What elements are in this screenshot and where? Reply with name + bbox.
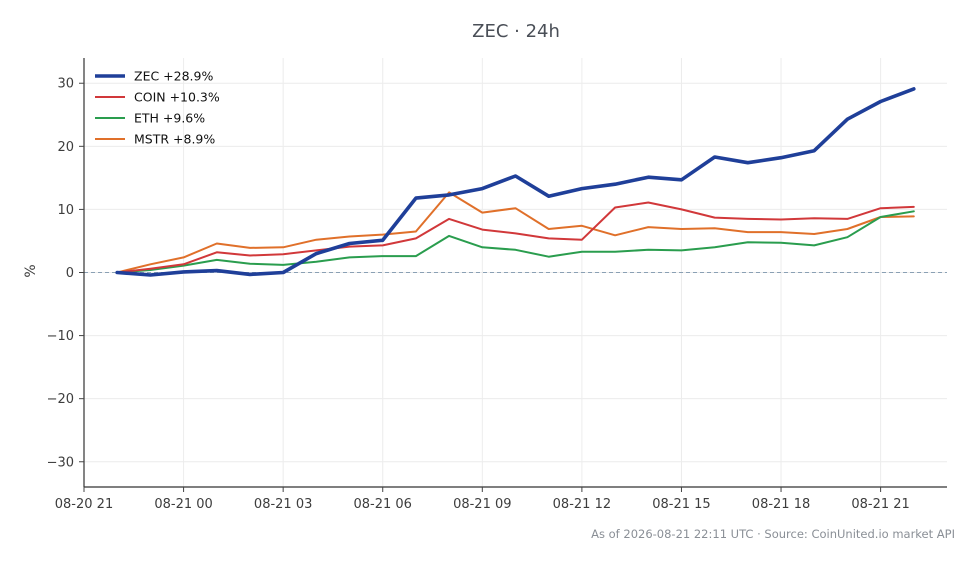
y-tick-label: 30 bbox=[57, 77, 74, 92]
legend-label: MSTR +8.9% bbox=[134, 132, 215, 147]
series-line bbox=[116, 191, 915, 274]
x-tick-label: 08-21 03 bbox=[254, 497, 312, 512]
x-tick-label: 08-21 00 bbox=[154, 497, 212, 512]
chart-title: ZEC · 24h bbox=[472, 21, 560, 42]
series-line bbox=[116, 201, 915, 274]
y-tick-label: −30 bbox=[47, 455, 74, 470]
y-tick-label: 10 bbox=[57, 203, 74, 218]
legend-label: ETH +9.6% bbox=[134, 111, 205, 126]
x-tick-label: 08-21 15 bbox=[652, 497, 710, 512]
y-axis-label: % bbox=[23, 264, 39, 277]
series-line bbox=[116, 210, 915, 274]
x-tick-label: 08-21 21 bbox=[851, 497, 909, 512]
x-axis-ticks: 08-20 21 08-21 00 08-21 03 08-21 06 08-21 09… bbox=[55, 487, 910, 512]
y-tick-label: 20 bbox=[57, 140, 74, 155]
x-tick-label: 08-21 12 bbox=[553, 497, 611, 512]
y-tick-label: 0 bbox=[66, 266, 74, 281]
y-axis-ticks: 30 20 10 0 −10 −20 −30 bbox=[47, 77, 84, 470]
source-footer: As of 2026-08-21 22:11 UTC · Source: Coi… bbox=[591, 527, 955, 541]
legend: ZEC +28.9% COIN +10.3% ETH +9.6% MSTR +8.9% bbox=[95, 69, 220, 147]
legend-label: ZEC +28.9% bbox=[134, 69, 213, 84]
y-tick-label: −10 bbox=[47, 329, 74, 344]
x-tick-label: 08-21 06 bbox=[354, 497, 412, 512]
y-tick-label: −20 bbox=[47, 392, 74, 407]
legend-label: COIN +10.3% bbox=[134, 90, 220, 105]
x-tick-label: 08-21 09 bbox=[453, 497, 511, 512]
series-line bbox=[115, 87, 916, 277]
series-lines bbox=[115, 87, 916, 277]
x-tick-label: 08-21 18 bbox=[752, 497, 810, 512]
x-tick-label: 08-20 21 bbox=[55, 497, 113, 512]
